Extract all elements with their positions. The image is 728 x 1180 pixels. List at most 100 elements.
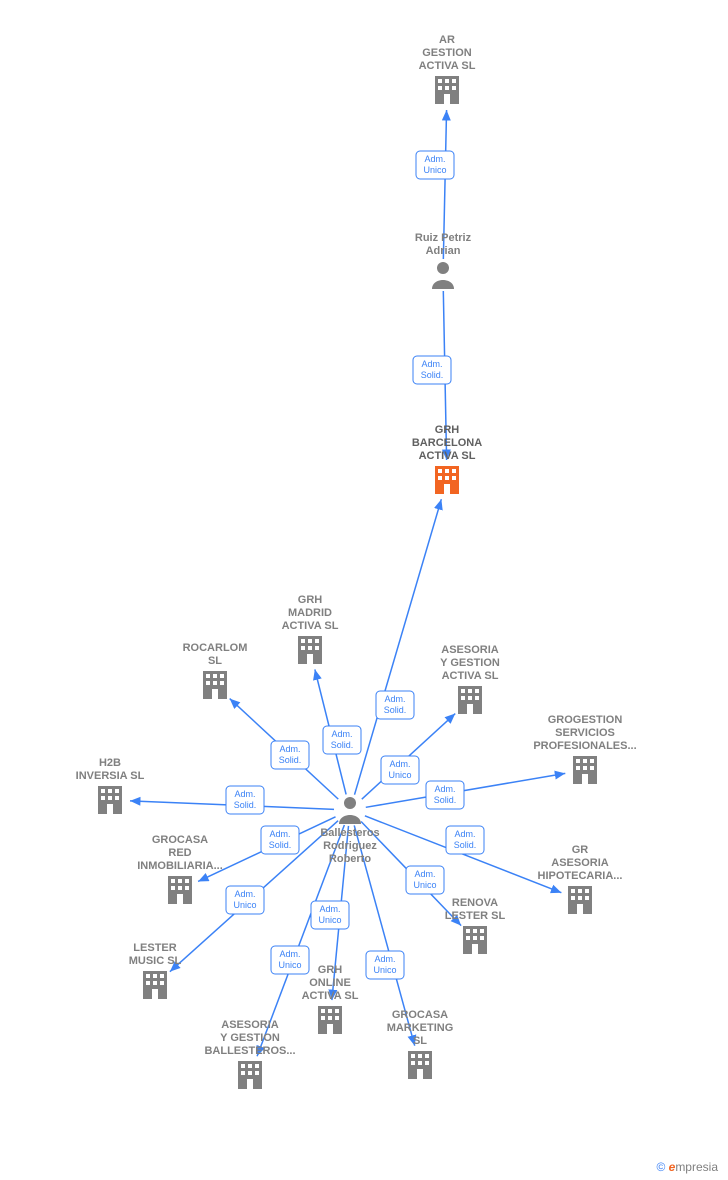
node-label: Rodriguez bbox=[323, 840, 377, 852]
svg-text:Unico: Unico bbox=[373, 965, 396, 975]
network-diagram: Adm.UnicoAdm.Solid.Adm.Solid.Adm.Solid.A… bbox=[0, 0, 728, 1180]
company-node[interactable]: GROCASAREDINMOBILIARIA... bbox=[137, 834, 223, 904]
svg-text:Unico: Unico bbox=[388, 770, 411, 780]
edge-label: Adm.Solid. bbox=[446, 826, 484, 854]
edge-label: Adm.Solid. bbox=[323, 726, 361, 754]
company-node[interactable]: ROCARLOMSL bbox=[183, 642, 248, 699]
building-icon bbox=[298, 636, 322, 664]
svg-text:Solid.: Solid. bbox=[434, 795, 457, 805]
edge-label: Adm.Unico bbox=[271, 946, 309, 974]
company-node[interactable]: ASESORIAY GESTIONBALLESTEROS... bbox=[204, 1019, 295, 1089]
node-label: HIPOTECARIA... bbox=[538, 870, 623, 882]
person-icon bbox=[432, 262, 454, 289]
company-node[interactable]: GRHBARCELONAACTIVA SL bbox=[412, 424, 482, 494]
svg-text:Adm.: Adm. bbox=[421, 359, 442, 369]
edge-label: Adm.Solid. bbox=[271, 741, 309, 769]
node-label: ASESORIA bbox=[441, 644, 499, 656]
company-node[interactable]: GRASESORIAHIPOTECARIA... bbox=[538, 844, 623, 914]
svg-text:Unico: Unico bbox=[413, 880, 436, 890]
svg-text:Unico: Unico bbox=[423, 165, 446, 175]
node-label: ONLINE bbox=[309, 977, 351, 989]
company-node[interactable]: RENOVALESTER SL bbox=[445, 897, 506, 954]
svg-text:Solid.: Solid. bbox=[421, 370, 444, 380]
company-node[interactable]: LESTERMUSIC SL bbox=[129, 942, 182, 999]
node-label: ASESORIA bbox=[551, 857, 609, 869]
svg-text:Adm.: Adm. bbox=[331, 729, 352, 739]
company-node[interactable]: GROCASAMARKETINGSL bbox=[387, 1009, 454, 1079]
svg-text:Solid.: Solid. bbox=[234, 800, 257, 810]
person-node[interactable]: Ruiz PetrizAdrian bbox=[415, 232, 472, 289]
company-node[interactable]: GRHONLINEACTIVA SL bbox=[302, 964, 359, 1034]
company-node[interactable]: H2BINVERSIA SL bbox=[76, 757, 145, 814]
brand-rest: mpresia bbox=[675, 1160, 718, 1174]
svg-text:Solid.: Solid. bbox=[384, 705, 407, 715]
node-label: MARKETING bbox=[387, 1022, 454, 1034]
node-label: LESTER bbox=[133, 942, 176, 954]
node-label: Ballesteros bbox=[320, 827, 379, 839]
node-label: GESTION bbox=[422, 47, 472, 59]
node-label: BALLESTEROS... bbox=[204, 1045, 295, 1057]
svg-text:Adm.: Adm. bbox=[269, 829, 290, 839]
node-label: ASESORIA bbox=[221, 1019, 279, 1031]
svg-text:Adm.: Adm. bbox=[384, 694, 405, 704]
building-icon bbox=[573, 756, 597, 784]
node-label: H2B bbox=[99, 757, 121, 769]
node-label: Roberto bbox=[329, 853, 371, 865]
building-icon bbox=[408, 1051, 432, 1079]
node-label: GROGESTION bbox=[548, 714, 623, 726]
building-icon bbox=[318, 1006, 342, 1034]
edge-label: Adm.Solid. bbox=[226, 786, 264, 814]
node-label: GRH bbox=[435, 424, 460, 436]
company-node[interactable]: GROGESTIONSERVICIOSPROFESIONALES... bbox=[533, 714, 636, 784]
node-label: ACTIVA SL bbox=[442, 670, 499, 682]
company-node[interactable]: ARGESTIONACTIVA SL bbox=[419, 34, 476, 104]
edge-label: Adm.Solid. bbox=[413, 356, 451, 384]
edge-label: Adm.Unico bbox=[416, 151, 454, 179]
node-label: MUSIC SL bbox=[129, 955, 182, 967]
company-node[interactable]: GRHMADRIDACTIVA SL bbox=[282, 594, 339, 664]
svg-text:Adm.: Adm. bbox=[234, 889, 255, 899]
node-label: GR bbox=[572, 844, 589, 856]
building-icon bbox=[168, 876, 192, 904]
company-node[interactable]: ASESORIAY GESTIONACTIVA SL bbox=[440, 644, 500, 714]
node-label: Adrian bbox=[426, 245, 461, 257]
building-icon bbox=[238, 1061, 262, 1089]
node-label: ROCARLOM bbox=[183, 642, 248, 654]
building-icon bbox=[435, 466, 459, 494]
svg-text:Adm.: Adm. bbox=[414, 869, 435, 879]
copyright-symbol: © bbox=[656, 1160, 665, 1174]
edge-label: Adm.Unico bbox=[366, 951, 404, 979]
node-label: ACTIVA SL bbox=[282, 620, 339, 632]
node-label: RENOVA bbox=[452, 897, 498, 909]
building-icon bbox=[458, 686, 482, 714]
footer-copyright: © empresia bbox=[656, 1160, 718, 1174]
node-label: Y GESTION bbox=[440, 657, 500, 669]
node-label: SERVICIOS bbox=[555, 727, 615, 739]
node-label: INMOBILIARIA... bbox=[137, 860, 223, 872]
node-label: GRH bbox=[318, 964, 343, 976]
node-label: BARCELONA bbox=[412, 437, 482, 449]
node-label: ACTIVA SL bbox=[419, 450, 476, 462]
building-icon bbox=[568, 886, 592, 914]
edge bbox=[355, 499, 442, 794]
svg-text:Solid.: Solid. bbox=[279, 755, 302, 765]
edge-label: Adm.Solid. bbox=[261, 826, 299, 854]
node-label: GROCASA bbox=[152, 834, 208, 846]
node-label: GROCASA bbox=[392, 1009, 448, 1021]
building-icon bbox=[203, 671, 227, 699]
edge-label: Adm.Unico bbox=[311, 901, 349, 929]
svg-text:Solid.: Solid. bbox=[331, 740, 354, 750]
building-icon bbox=[98, 786, 122, 814]
edge-label: Adm.Solid. bbox=[376, 691, 414, 719]
node-label: GRH bbox=[298, 594, 323, 606]
building-icon bbox=[143, 971, 167, 999]
svg-text:Adm.: Adm. bbox=[424, 154, 445, 164]
node-label: LESTER SL bbox=[445, 910, 506, 922]
svg-text:Adm.: Adm. bbox=[279, 949, 300, 959]
node-label: Ruiz Petriz bbox=[415, 232, 472, 244]
edge-label: Adm.Unico bbox=[226, 886, 264, 914]
building-icon bbox=[463, 926, 487, 954]
node-label: ACTIVA SL bbox=[302, 990, 359, 1002]
svg-text:Adm.: Adm. bbox=[374, 954, 395, 964]
node-label: SL bbox=[208, 655, 222, 667]
